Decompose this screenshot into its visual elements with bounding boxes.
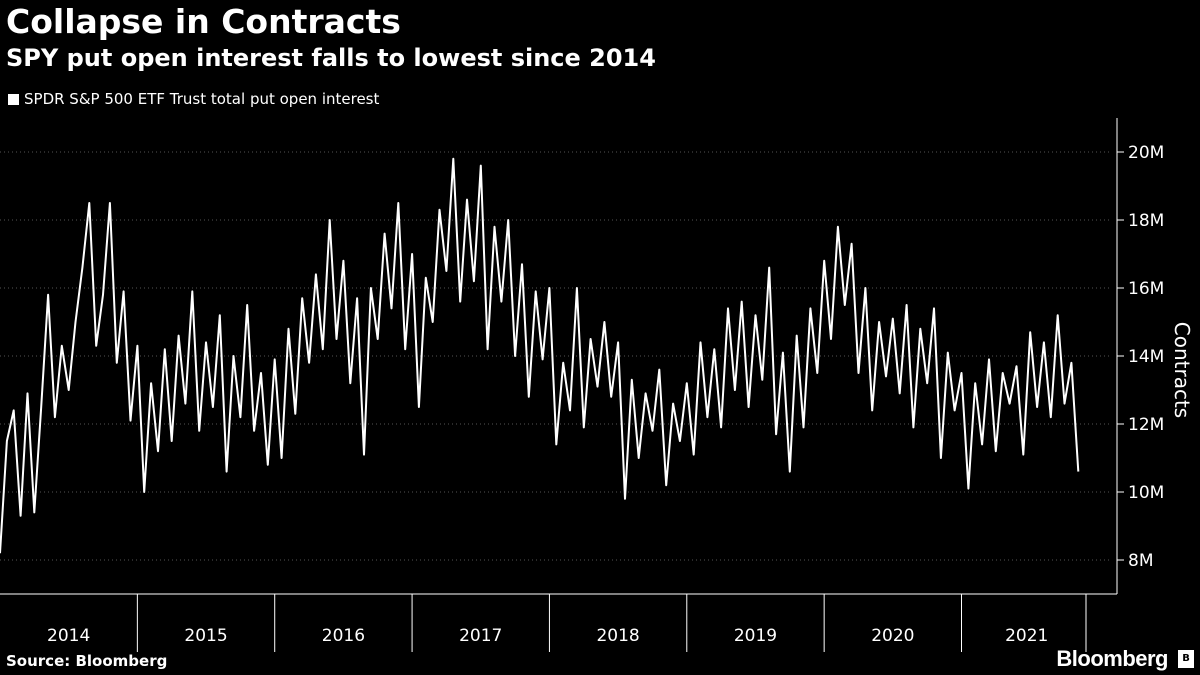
chart-subtitle: SPY put open interest falls to lowest si…	[6, 44, 656, 72]
legend-label: SPDR S&P 500 ETF Trust total put open in…	[24, 90, 380, 108]
y-tick-label: 16M	[1128, 279, 1164, 299]
legend-swatch	[8, 93, 19, 105]
y-tick-label: 18M	[1128, 211, 1164, 231]
x-tick-label: 2015	[184, 626, 227, 646]
x-tick-label: 2018	[596, 626, 639, 646]
bloomberg-icon: B	[1178, 650, 1194, 668]
x-tick-label: 2021	[1005, 626, 1048, 646]
y-tick-label: 10M	[1128, 483, 1164, 503]
x-tick-label: 2016	[322, 626, 365, 646]
x-tick-label: 2020	[871, 626, 914, 646]
y-tick-label: 20M	[1128, 143, 1164, 163]
x-tick-label: 2014	[47, 626, 90, 646]
y-tick-label: 14M	[1128, 347, 1164, 367]
legend: SPDR S&P 500 ETF Trust total put open in…	[8, 90, 379, 108]
x-tick-label: 2017	[459, 626, 502, 646]
series-line-0	[0, 157, 1080, 554]
brand-logo: Bloomberg	[1056, 646, 1168, 671]
y-axis-title: Contracts	[1170, 322, 1194, 418]
chart-title: Collapse in Contracts	[6, 2, 401, 41]
x-tick-label: 2019	[734, 626, 777, 646]
source-note: Source: Bloomberg	[6, 652, 168, 670]
y-tick-label: 12M	[1128, 415, 1164, 435]
y-tick-label: 8M	[1128, 551, 1153, 571]
